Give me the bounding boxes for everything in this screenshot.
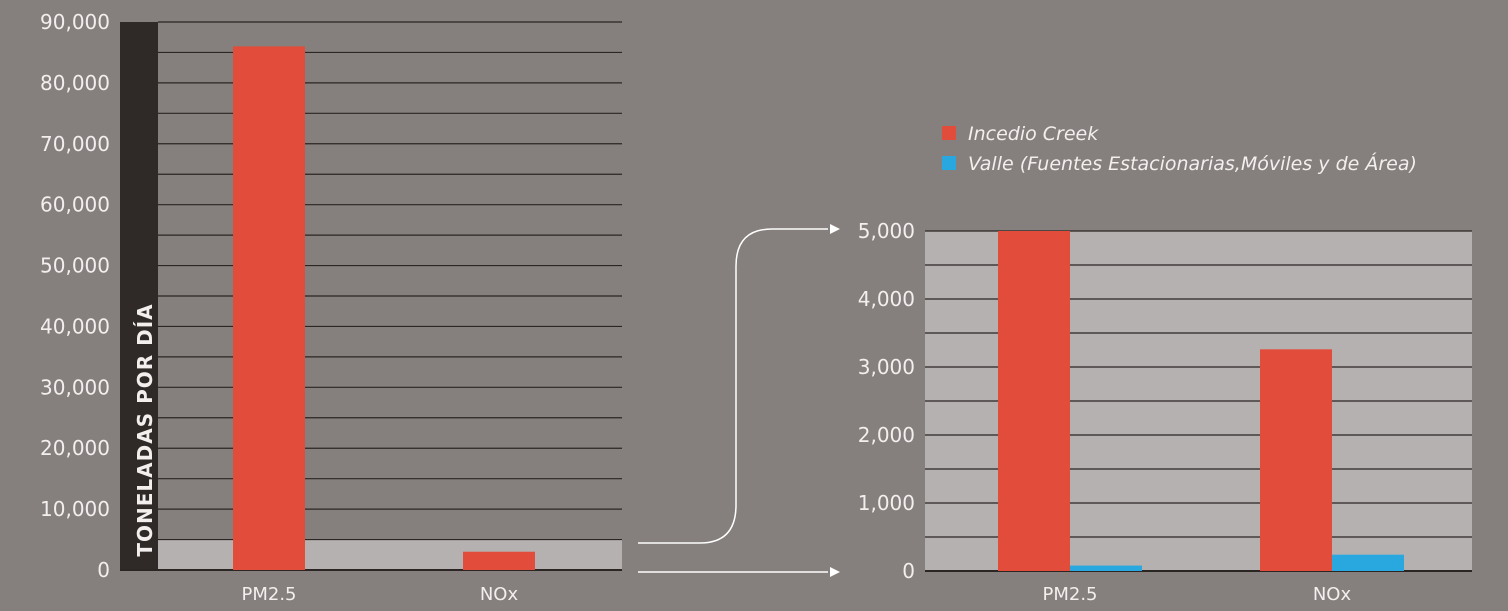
connector-upper-line <box>638 228 828 544</box>
y-tick-label: 2,000 <box>858 423 915 447</box>
y-tick-label: 0 <box>97 558 110 582</box>
y-tick-label: 30,000 <box>40 375 110 399</box>
bar-pm25-valle <box>1070 565 1142 571</box>
bar-pm25-incendio <box>233 46 305 571</box>
y-tick-label: 60,000 <box>40 193 110 217</box>
legend-swatch-incendio <box>942 126 956 140</box>
x-tick-label: PM2.5 <box>241 584 296 605</box>
bar-nox-incendio <box>463 551 535 570</box>
x-tick-label: PM2.5 <box>1042 584 1097 605</box>
y-tick-label: 40,000 <box>40 314 110 338</box>
x-tick-label: NOx <box>480 584 519 605</box>
y-tick-label: 80,000 <box>40 71 110 95</box>
legend-label-valle: Valle (Fuentes Estacionarias,Móviles y d… <box>968 152 1417 175</box>
left-chart: 0 10,000 20,000 30,000 40,000 50,000 60,000 70,… <box>40 10 622 605</box>
y-tick-label: 1,000 <box>858 491 915 515</box>
y-tick-label: 50,000 <box>40 254 110 278</box>
x-tick-label: NOx <box>1313 584 1352 605</box>
right-chart: 0 1,000 2,000 3,000 4,000 5,000 PM2.5 NOx Incedi… <box>858 123 1472 605</box>
bar-nox-incendio <box>1260 349 1332 571</box>
y-tick-label: 0 <box>902 559 915 583</box>
bar-pm25-incendio <box>998 231 1070 571</box>
y-tick-label: 5,000 <box>858 219 915 243</box>
legend-swatch-valle <box>942 156 956 170</box>
y-tick-label: 10,000 <box>40 497 110 521</box>
y-tick-label: 3,000 <box>858 355 915 379</box>
zoom-connectors <box>638 224 840 577</box>
y-tick-label: 4,000 <box>858 287 915 311</box>
arrow-head-icon <box>830 567 840 577</box>
y-tick-label: 90,000 <box>40 10 110 34</box>
ylabel-band <box>120 22 158 570</box>
zoom-highlight-band <box>158 539 622 570</box>
arrow-head-icon <box>830 224 840 234</box>
y-tick-label: 20,000 <box>40 436 110 460</box>
y-axis-title: TONELADAS POR DÍA <box>133 303 157 556</box>
y-tick-label: 70,000 <box>40 132 110 156</box>
legend-label-incendio: Incedio Creek <box>968 123 1099 145</box>
bar-nox-valle <box>1332 554 1404 571</box>
